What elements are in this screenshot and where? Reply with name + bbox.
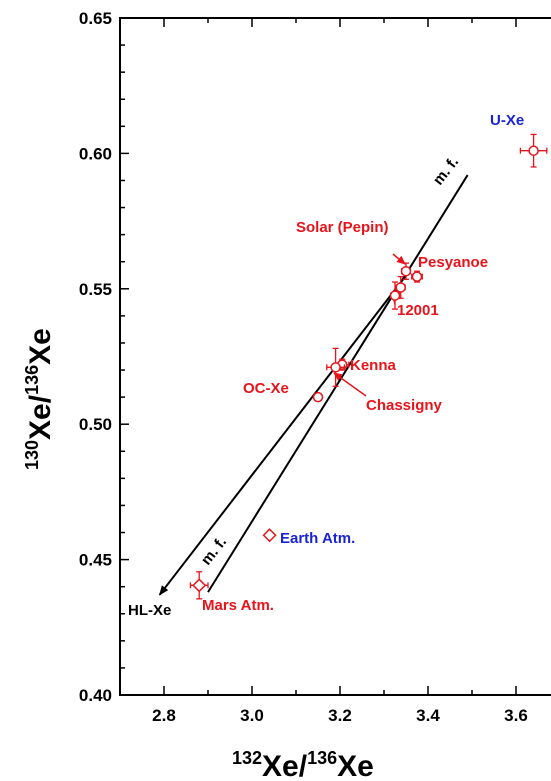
- mixing-lines: [158, 174, 469, 596]
- label-earth-atm: Earth Atm.: [280, 530, 355, 547]
- axis-tick-labels: 2.8 3.0 3.2 3.4 3.6 0.40 0.45 0.50 0.55 0.60 0.65: [79, 9, 528, 725]
- chassigny-pointer-arrow: [333, 372, 367, 397]
- label-pesyanoe: Pesyanoe: [418, 254, 488, 271]
- mf-label-upper: m. f.: [430, 154, 462, 189]
- solar-pointer-arrow: [392, 253, 406, 265]
- data-point-u-xe: [519, 133, 548, 168]
- data-point-12001-a: [395, 275, 406, 299]
- label-12001: 12001: [397, 302, 439, 319]
- circle-marker: [411, 271, 423, 282]
- axis-ticks: [119, 17, 517, 696]
- x-tick-label: 3.4: [416, 706, 440, 725]
- circle-marker: [312, 391, 324, 403]
- y-tick-label: 0.55: [79, 280, 112, 299]
- x-axis-title: 132Xe/136Xe: [232, 748, 374, 781]
- x-tick-label: 3.2: [328, 706, 352, 725]
- hl-xe-label: HL-Xe: [128, 602, 171, 619]
- data-point-chassigny: [326, 347, 346, 387]
- label-solar-pepin: Solar (Pepin): [296, 219, 389, 236]
- x-tick-label: 3.6: [504, 706, 528, 725]
- y-tick-label: 0.45: [79, 551, 112, 570]
- y-tick-label: 0.50: [79, 415, 112, 434]
- diamond-marker: [192, 578, 207, 593]
- y-tick-label: 0.65: [79, 9, 112, 28]
- data-point-solar-pepin-: [400, 262, 412, 280]
- y-tick-label: 0.40: [79, 686, 112, 705]
- label-chassigny: Chassigny: [366, 397, 443, 414]
- mixing-line-upper: [158, 269, 412, 596]
- y-tick-label: 0.60: [79, 144, 112, 163]
- label-kenna: Kenna: [350, 357, 397, 374]
- data-points: [189, 133, 548, 600]
- data-point-12001: [389, 281, 401, 310]
- circle-marker: [400, 265, 412, 277]
- x-tick-label: 3.0: [240, 706, 264, 725]
- data-point-oc-xe: [312, 391, 324, 403]
- label-oc-xe: OC-Xe: [243, 380, 289, 397]
- circle-marker: [389, 290, 401, 301]
- label-u-xe: U-Xe: [490, 112, 524, 129]
- label-mars-atm: Mars Atm.: [202, 597, 274, 614]
- circle-marker: [528, 145, 539, 156]
- data-point-mars-atm-: [189, 571, 209, 600]
- y-axis-title: 130Xe/136Xe: [22, 328, 57, 470]
- mixing-line-lower: [207, 174, 469, 593]
- circle-marker: [330, 362, 341, 373]
- diamond-marker: [262, 528, 277, 543]
- x-tick-label: 2.8: [152, 706, 176, 725]
- data-point-earth-atm-: [262, 528, 277, 543]
- circle-marker: [395, 282, 406, 293]
- data-point-pesyanoe: [411, 270, 423, 283]
